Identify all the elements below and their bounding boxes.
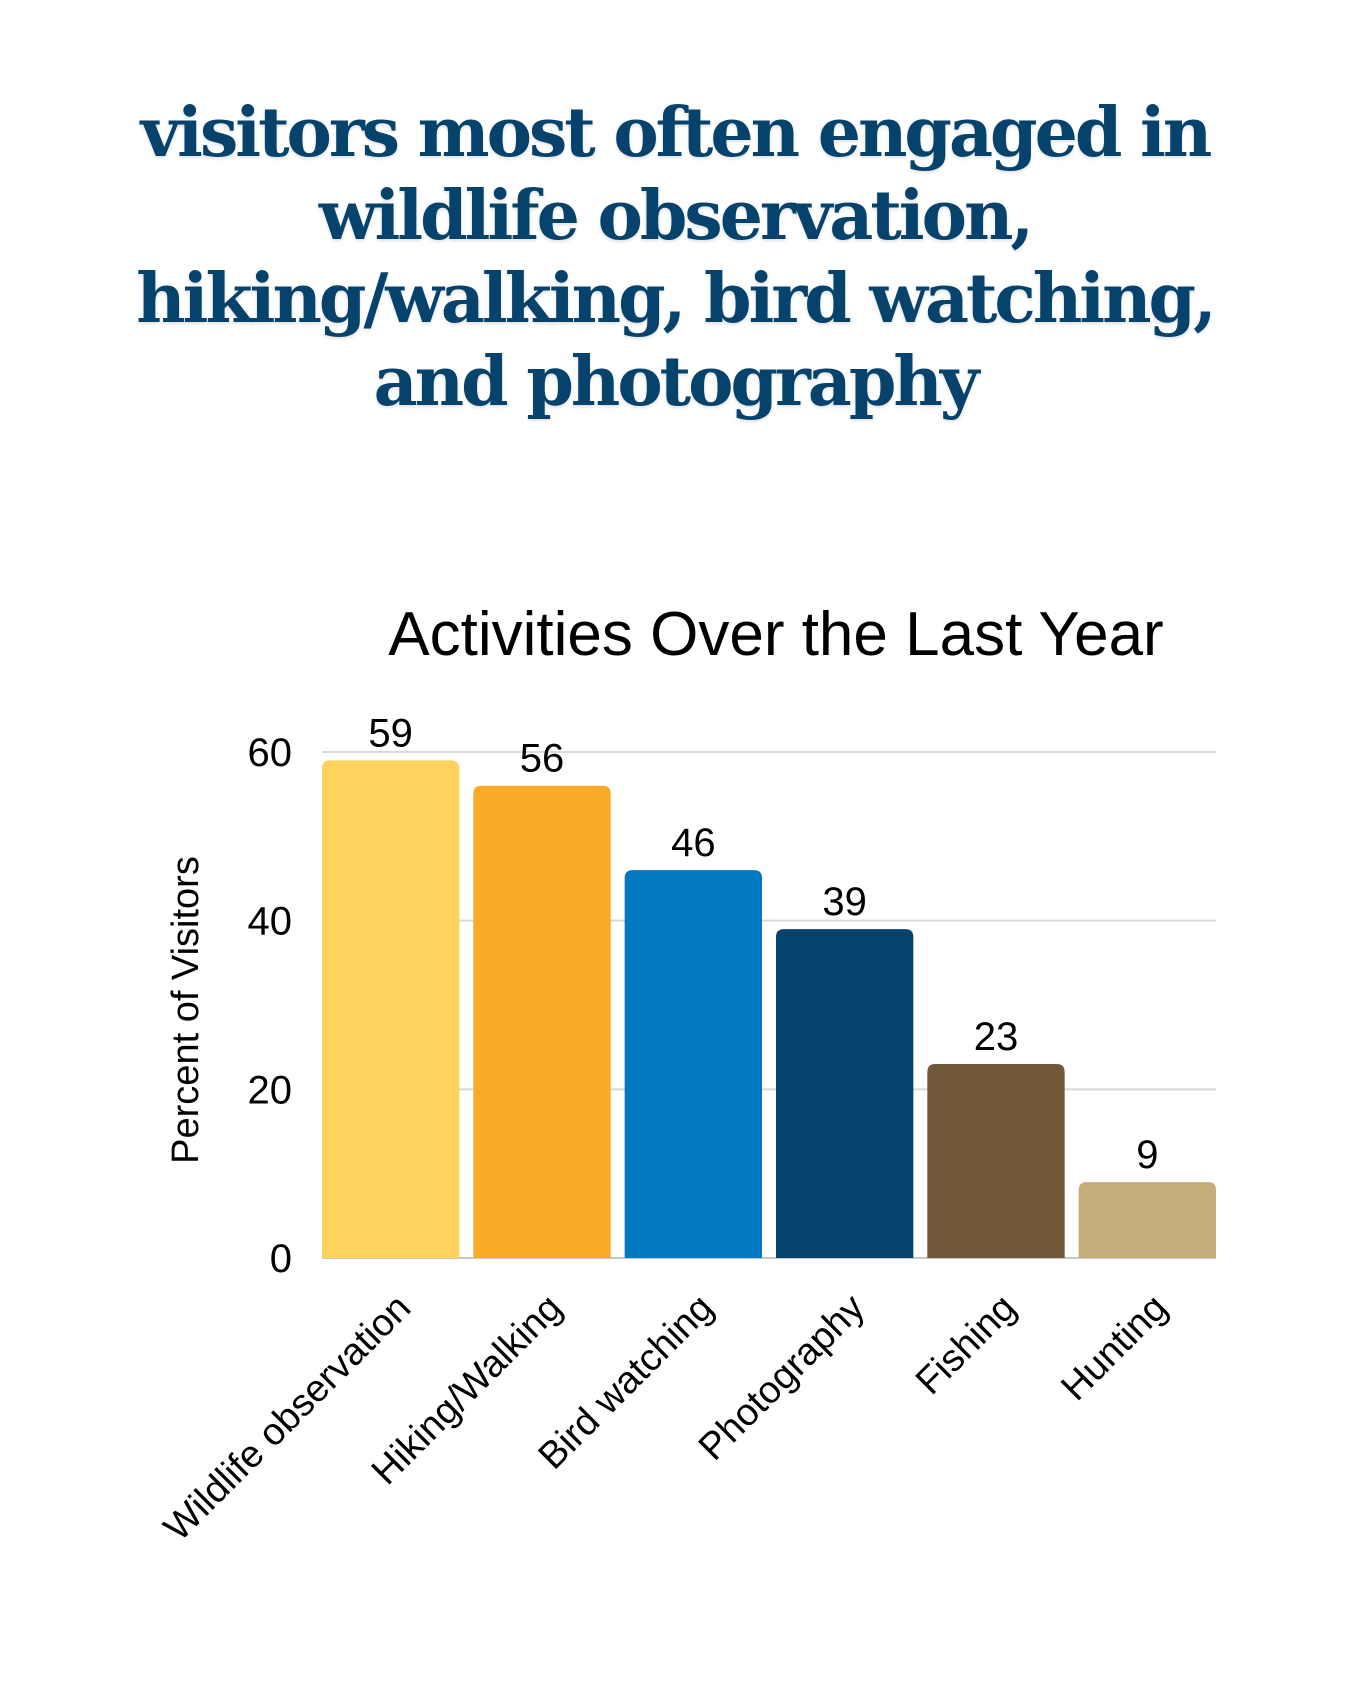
headline: visitors most often engaged in wildlife … bbox=[136, 93, 1217, 422]
x-tick-label: Fishing bbox=[908, 1287, 1024, 1403]
data-label: 56 bbox=[520, 737, 565, 781]
y-tick-label: 20 bbox=[248, 1068, 293, 1112]
data-label: 23 bbox=[974, 1015, 1019, 1059]
y-tick-label: 60 bbox=[248, 731, 293, 775]
chart-title: Activities Over the Last Year bbox=[388, 600, 1163, 669]
bar bbox=[927, 1064, 1065, 1258]
y-tick-label: 40 bbox=[248, 900, 293, 944]
data-label: 46 bbox=[671, 821, 716, 865]
y-tick-label: 0 bbox=[270, 1237, 292, 1281]
bar bbox=[322, 760, 460, 1258]
bar bbox=[1078, 1182, 1216, 1258]
data-label: 9 bbox=[1136, 1133, 1158, 1177]
bar bbox=[624, 870, 762, 1258]
x-tick-label: Hunting bbox=[1053, 1287, 1175, 1409]
bar bbox=[776, 929, 914, 1258]
data-label: 39 bbox=[822, 880, 867, 924]
x-tick-label: Wildlife observation bbox=[156, 1287, 419, 1550]
y-axis-label: Percent of Visitors bbox=[165, 856, 207, 1164]
data-label: 59 bbox=[368, 711, 413, 755]
bar bbox=[473, 785, 611, 1258]
